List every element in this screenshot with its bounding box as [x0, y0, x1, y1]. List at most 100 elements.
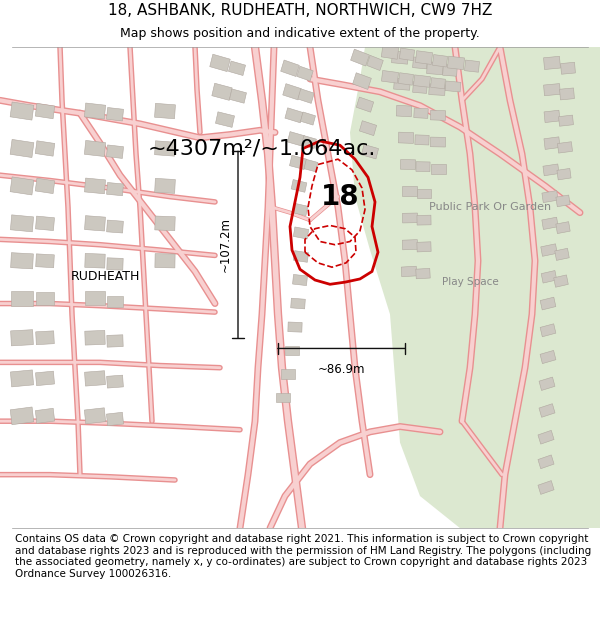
Bar — [413, 75, 430, 88]
Bar — [448, 56, 464, 69]
Bar — [540, 297, 556, 310]
Bar — [413, 82, 427, 93]
Bar — [291, 179, 307, 192]
Bar — [287, 132, 305, 146]
Bar — [35, 103, 55, 119]
Bar — [396, 105, 412, 117]
Bar — [35, 216, 55, 231]
Text: ~107.2m: ~107.2m — [219, 217, 232, 272]
Bar — [544, 56, 560, 69]
Bar — [539, 377, 555, 391]
Bar — [554, 275, 568, 288]
Bar — [283, 84, 301, 100]
Bar — [403, 239, 418, 250]
Bar — [106, 412, 124, 426]
Text: Public Park Or Garden: Public Park Or Garden — [429, 202, 551, 212]
Bar — [540, 324, 556, 337]
Bar — [107, 220, 124, 233]
Bar — [431, 78, 445, 89]
Bar — [400, 48, 415, 61]
Bar — [353, 72, 371, 89]
Text: 18: 18 — [320, 182, 359, 211]
Text: Contains OS data © Crown copyright and database right 2021. This information is : Contains OS data © Crown copyright and d… — [15, 534, 591, 579]
Bar — [359, 121, 377, 136]
Text: RUDHEATH: RUDHEATH — [70, 270, 140, 283]
Bar — [229, 61, 245, 76]
Bar — [539, 404, 555, 418]
Bar — [427, 62, 443, 75]
Bar — [538, 431, 554, 444]
Bar — [10, 215, 34, 232]
Bar — [429, 84, 445, 96]
Bar — [542, 217, 558, 229]
Bar — [85, 254, 105, 268]
Bar — [10, 370, 34, 387]
Bar — [416, 268, 430, 279]
Bar — [555, 248, 569, 261]
Bar — [212, 83, 232, 101]
Bar — [215, 112, 235, 128]
Bar — [11, 291, 33, 306]
Bar — [431, 164, 445, 174]
Bar — [85, 408, 106, 424]
Bar — [416, 162, 430, 172]
Bar — [398, 132, 413, 143]
Bar — [35, 408, 55, 423]
Bar — [417, 242, 431, 252]
Bar — [557, 168, 571, 180]
Bar — [430, 110, 446, 121]
Bar — [288, 322, 302, 332]
Bar — [544, 110, 560, 123]
Bar — [443, 64, 457, 76]
Bar — [155, 103, 175, 119]
Bar — [107, 296, 123, 308]
Bar — [10, 407, 34, 425]
Bar — [85, 371, 106, 386]
Bar — [106, 107, 124, 121]
Bar — [292, 203, 308, 216]
Bar — [541, 244, 557, 256]
Bar — [11, 329, 34, 346]
Bar — [301, 112, 316, 125]
Bar — [297, 66, 313, 81]
Bar — [417, 215, 431, 225]
Bar — [304, 159, 318, 172]
Bar — [538, 481, 554, 494]
Bar — [417, 189, 431, 198]
Bar — [155, 178, 175, 193]
Bar — [445, 81, 461, 92]
Bar — [398, 72, 413, 85]
Bar — [298, 89, 314, 103]
Text: 18, ASHBANK, RUDHEATH, NORTHWICH, CW9 7HZ: 18, ASHBANK, RUDHEATH, NORTHWICH, CW9 7H… — [108, 2, 492, 18]
Bar — [361, 144, 379, 159]
Bar — [403, 213, 418, 223]
Bar — [540, 351, 556, 364]
Bar — [35, 371, 55, 386]
Text: ~86.9m: ~86.9m — [318, 363, 365, 376]
Bar — [544, 137, 560, 149]
Bar — [430, 137, 446, 147]
Polygon shape — [350, 47, 600, 528]
Bar — [35, 331, 55, 344]
Bar — [544, 84, 560, 96]
Bar — [85, 141, 106, 156]
Bar — [415, 135, 429, 145]
Bar — [106, 145, 124, 158]
Bar — [302, 136, 316, 149]
Bar — [464, 60, 479, 72]
Bar — [382, 45, 398, 59]
Bar — [542, 191, 558, 202]
Bar — [433, 54, 448, 67]
Bar — [107, 335, 123, 347]
Bar — [415, 51, 433, 64]
Bar — [413, 57, 427, 69]
Bar — [36, 292, 54, 304]
Bar — [10, 177, 34, 195]
Bar — [557, 142, 572, 153]
Bar — [291, 298, 305, 309]
Bar — [382, 71, 398, 83]
Bar — [401, 186, 416, 196]
Bar — [85, 331, 105, 345]
Bar — [85, 103, 106, 119]
Bar — [35, 254, 55, 268]
